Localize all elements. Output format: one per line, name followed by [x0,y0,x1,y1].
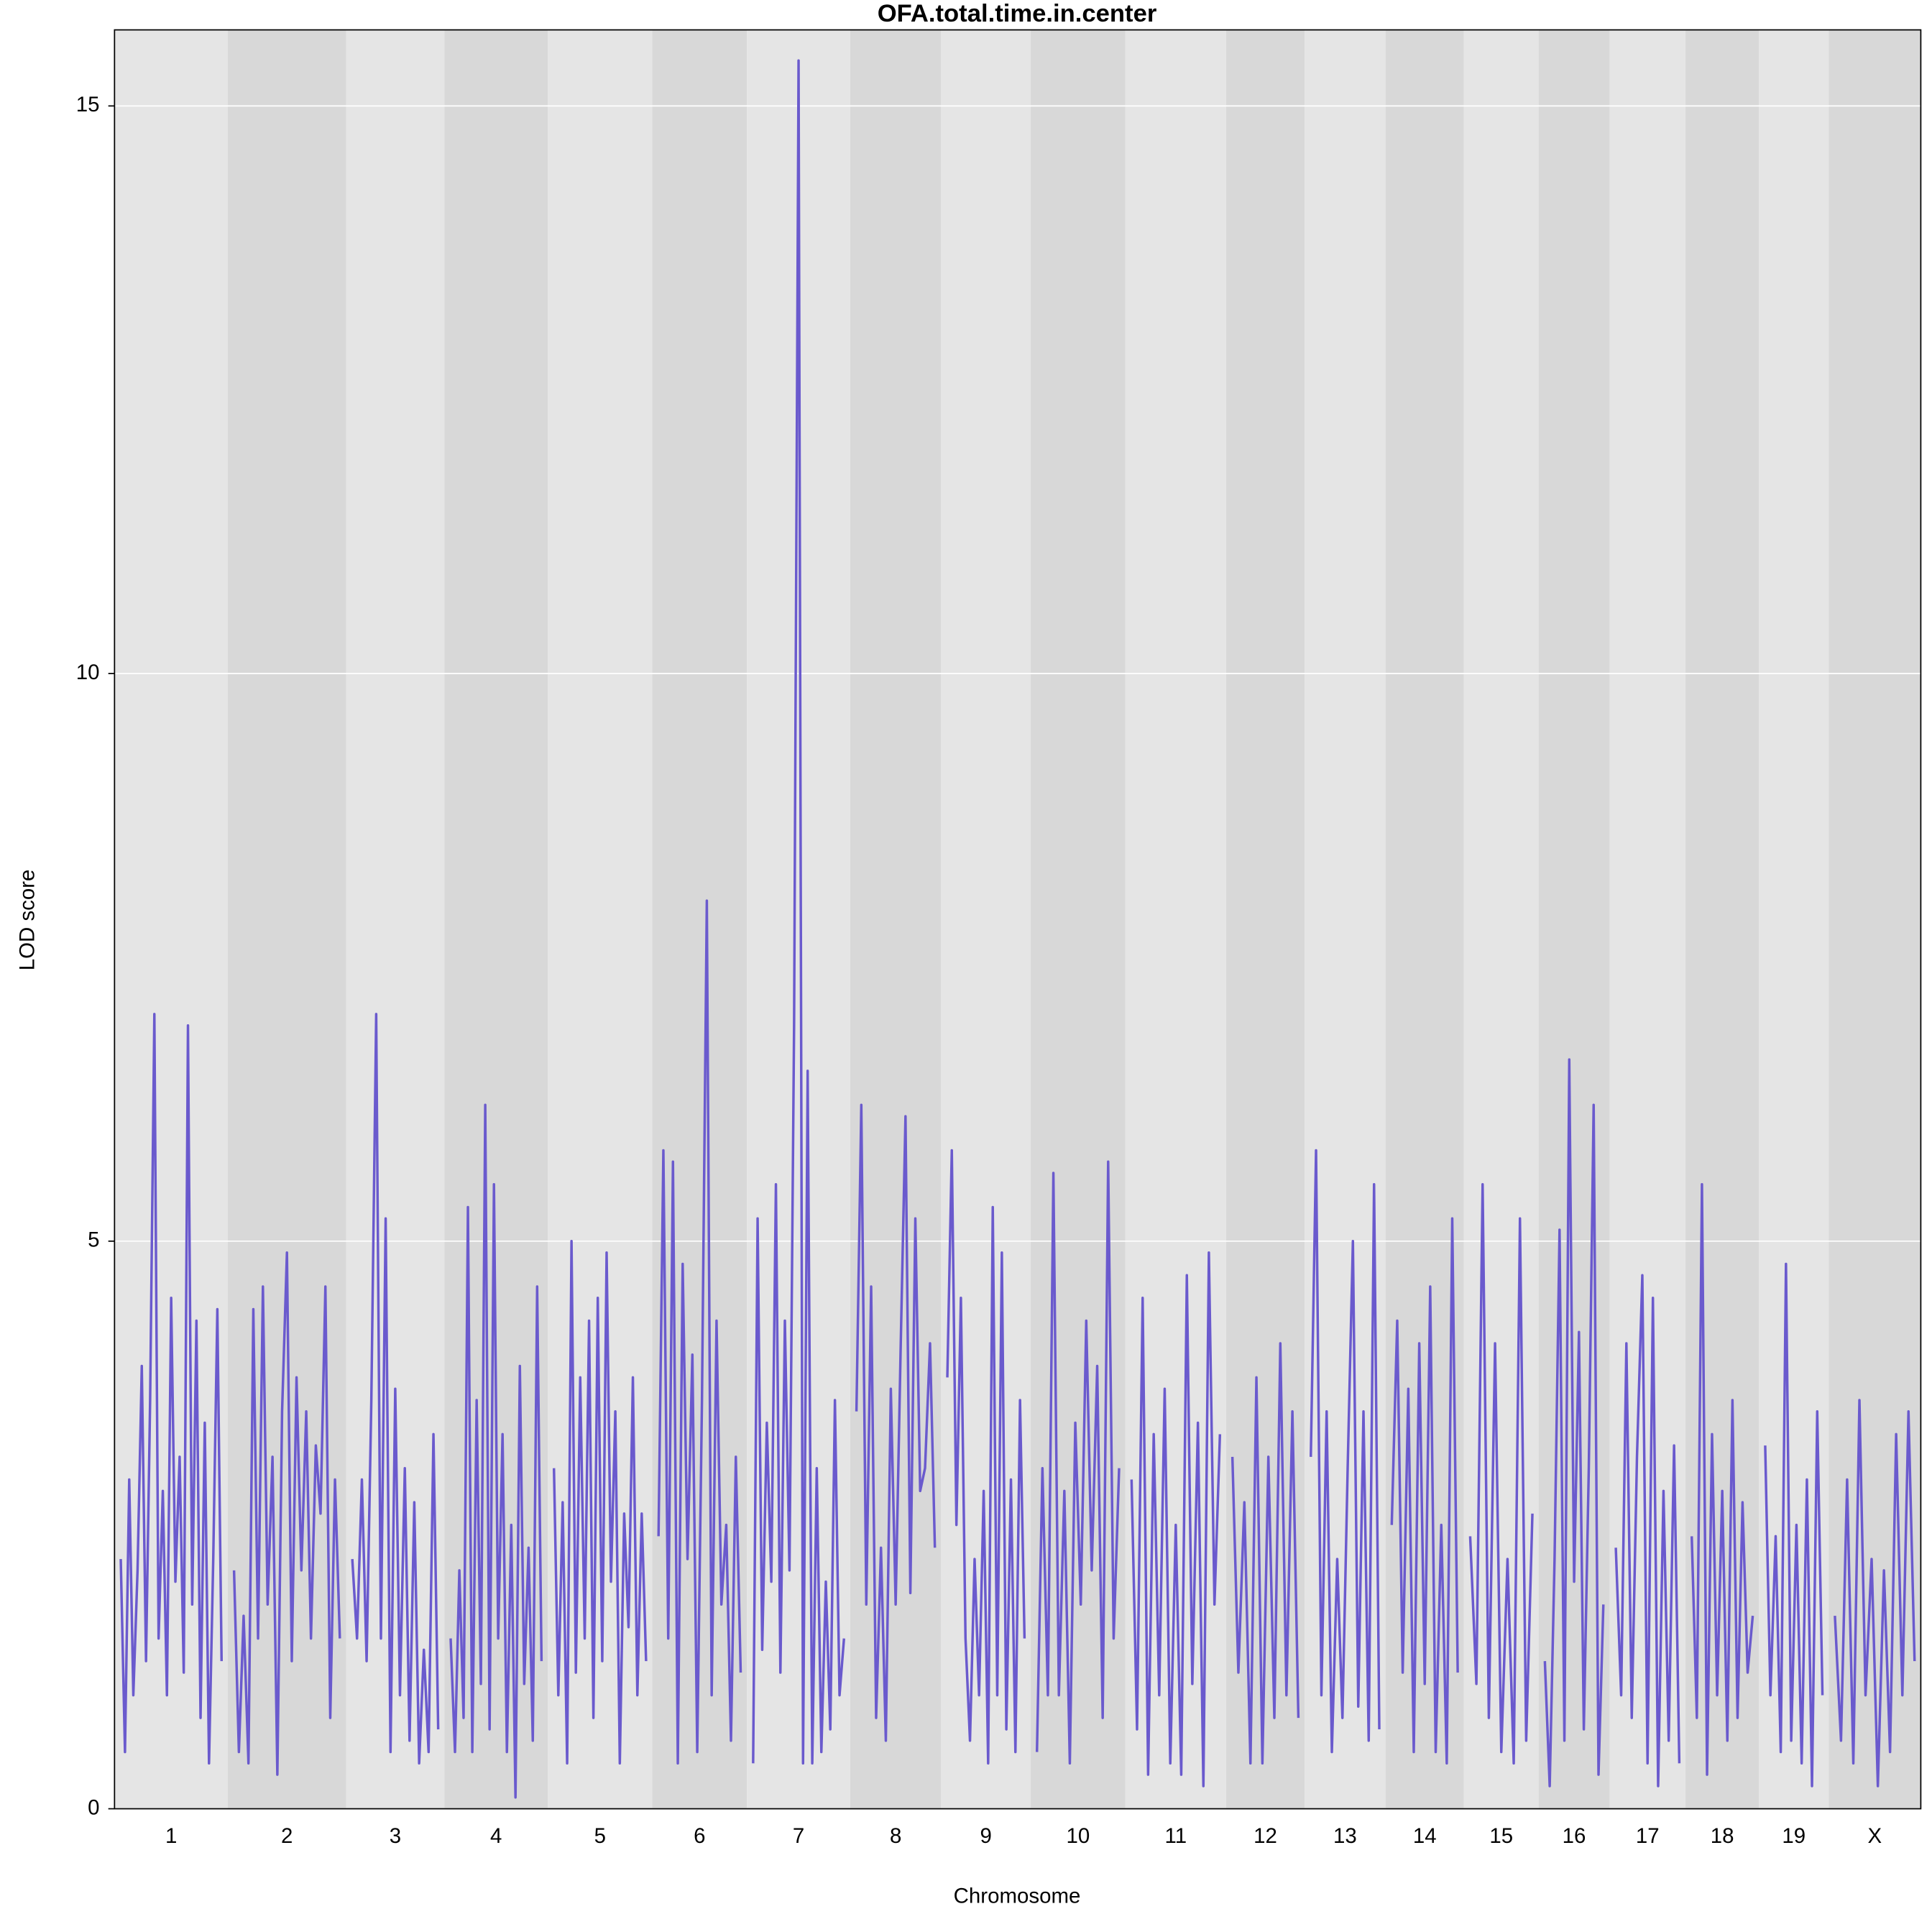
lod-line [1543,1058,1605,1788]
x-tick-label: 19 [1782,1824,1806,1848]
chromosome-band [227,29,346,1809]
y-tick-label: 0 [88,1795,99,1819]
chromosome-band [1609,29,1686,1809]
x-tick-label: 11 [1165,1824,1187,1848]
x-tick-label: 16 [1563,1824,1586,1848]
x-tick-label: 2 [281,1824,293,1848]
chromosome-band [1828,29,1921,1809]
chart-title: OFA.total.time.in.center [878,0,1157,27]
lod-line [119,1013,224,1765]
x-tick-label: 7 [793,1824,804,1848]
y-tick-label: 10 [76,661,100,684]
x-tick-label: 10 [1067,1824,1090,1848]
x-axis-label: Chromosome [954,1884,1081,1908]
chromosome-band [1759,29,1829,1809]
x-tick-label: 13 [1333,1824,1357,1848]
lod-line [552,1240,648,1765]
lod-line [449,1103,543,1799]
lod-line [1764,1262,1824,1788]
lod-line [351,1013,440,1765]
y-tick-label: 15 [76,93,100,116]
x-tick-label: 8 [890,1824,901,1848]
y-tick-label: 5 [88,1228,99,1252]
x-tick-label: 17 [1636,1824,1660,1848]
x-tick-label: 9 [980,1824,992,1848]
lod-line [1690,1183,1754,1776]
x-tick-label: 3 [390,1824,401,1848]
x-tick-label: 12 [1254,1824,1277,1848]
lod-line [946,1149,1026,1765]
plot-border [114,29,1922,1810]
lod-line [232,1251,341,1776]
x-tick-label: 1 [165,1824,177,1848]
lod-line [657,899,742,1765]
lod-line [1468,1183,1534,1765]
x-tick-label: X [1868,1824,1882,1848]
lod-line [1390,1217,1459,1765]
lod-line [1834,1399,1916,1788]
chromosome-band [1225,29,1305,1809]
x-tick-label: 6 [694,1824,705,1848]
lod-line [1035,1160,1121,1765]
y-axis-label: LOD score [16,870,40,971]
lod-line [1130,1251,1222,1788]
lod-line [1310,1149,1381,1754]
x-tick-label: 15 [1489,1824,1513,1848]
x-tick-label: 18 [1711,1824,1734,1848]
lod-line [855,1103,937,1742]
lod-lines [119,59,1916,1799]
chromosome-band [1463,29,1539,1809]
chromosome-band [1385,29,1464,1809]
x-tick-label: 14 [1413,1824,1437,1848]
chromosome-band [114,29,228,1809]
x-tick-label: 4 [490,1824,502,1848]
lod-line [752,59,845,1765]
lod-line [1230,1342,1300,1765]
lod-line [1614,1274,1681,1788]
x-tick-label: 5 [594,1824,606,1848]
chromosome-band [1125,29,1226,1809]
